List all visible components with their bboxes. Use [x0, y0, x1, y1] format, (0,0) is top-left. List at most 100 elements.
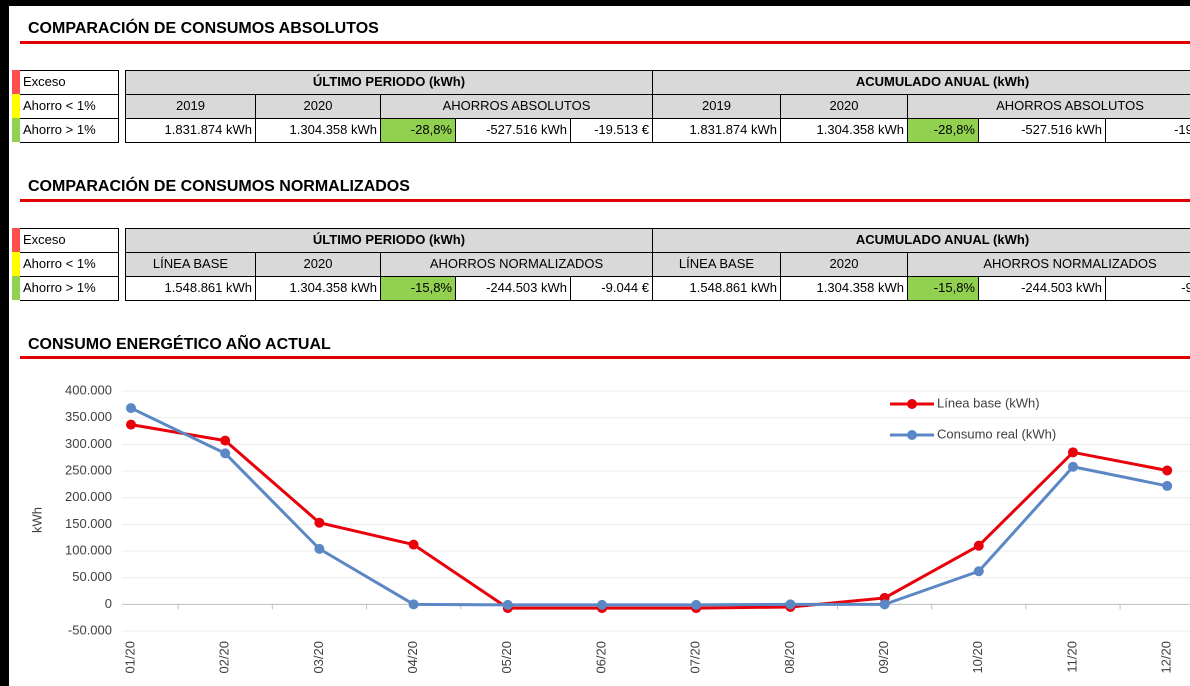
y-tick-label: 400.000 [65, 382, 112, 397]
legend-swatch [12, 252, 20, 276]
value-cell: -527.516 kWh [455, 118, 571, 143]
series-point [1162, 465, 1173, 476]
series-point [597, 599, 607, 610]
y-tick-label: 250.000 [65, 462, 112, 477]
legend-label: Ahorro < 1% [20, 252, 119, 277]
series-point [220, 435, 231, 446]
header-cell: ACUMULADO ANUAL (kWh) [652, 70, 1190, 95]
y-tick-label: -50.000 [68, 622, 112, 637]
y-tick-label: 0 [105, 596, 112, 611]
series-point [1068, 447, 1078, 458]
value-cell: 1.304.358 kWh [255, 118, 381, 143]
series-point [126, 419, 136, 430]
x-tick-label: 08/20 [782, 641, 797, 674]
series-point [408, 599, 419, 610]
x-tick-label: 02/20 [217, 641, 232, 674]
x-tick-label: 12/20 [1159, 641, 1174, 674]
legend-label: Ahorro > 1% [20, 276, 119, 301]
legend-swatch [12, 94, 20, 118]
series-point [1162, 480, 1173, 491]
header-cell: ÚLTIMO PERIODO (kWh) [125, 228, 653, 253]
value-cell: -19.513 € [1105, 118, 1190, 143]
header-cell: AHORROS NORMALIZADOS [380, 252, 653, 277]
section-title: COMPARACIÓN DE CONSUMOS NORMALIZADOS [28, 178, 410, 195]
header-cell: AHORROS ABSOLUTOS [380, 94, 653, 119]
series-point [785, 599, 796, 610]
header-cell: AHORROS ABSOLUTOS [907, 94, 1190, 119]
value-cell: -15,8% [907, 276, 979, 301]
series-line [130, 406, 1168, 607]
legend-swatch [12, 276, 20, 300]
value-cell: -15,8% [380, 276, 456, 301]
series-point [408, 539, 419, 550]
legend-marker [907, 430, 917, 440]
x-tick-label: 05/20 [499, 641, 514, 674]
x-tick-label: 01/20 [122, 641, 137, 674]
value-cell: -9.044 € [570, 276, 653, 301]
value-cell: 1.831.874 kWh [652, 118, 781, 143]
y-tick-label: 300.000 [65, 436, 112, 451]
header-cell: 2019 [125, 94, 256, 119]
x-tick-label: 11/20 [1064, 641, 1079, 673]
series-point [973, 540, 984, 551]
legend-label: Ahorro < 1% [20, 94, 119, 119]
series-point [1068, 461, 1078, 472]
legend-swatch [12, 228, 20, 252]
legend-label: Exceso [20, 70, 119, 95]
y-tick-label: 350.000 [65, 409, 112, 424]
header-cell: 2019 [652, 94, 781, 119]
header-cell: LÍNEA BASE [652, 252, 781, 277]
legend-swatch [12, 70, 20, 94]
value-cell: -28,8% [907, 118, 979, 143]
series-point [691, 599, 702, 610]
value-cell: -28,8% [380, 118, 456, 143]
legend-label: Consumo real (kWh) [937, 426, 1056, 441]
series-line [130, 423, 1168, 610]
series-point [314, 543, 325, 554]
value-cell: 1.548.861 kWh [652, 276, 781, 301]
legend-label: Exceso [20, 228, 119, 253]
value-cell: 1.304.358 kWh [780, 276, 908, 301]
value-cell: -244.503 kWh [978, 276, 1106, 301]
frame-left [0, 0, 9, 686]
header-cell: LÍNEA BASE [125, 252, 256, 277]
header-cell: AHORROS NORMALIZADOS [907, 252, 1190, 277]
value-cell: 1.304.358 kWh [780, 118, 908, 143]
x-tick-label: 07/20 [688, 641, 703, 674]
header-cell: 2020 [255, 94, 381, 119]
value-cell: -9.044 € [1105, 276, 1190, 301]
value-cell: -527.516 kWh [978, 118, 1106, 143]
series-point [973, 566, 984, 577]
legend-label: Línea base (kWh) [937, 395, 1040, 410]
value-cell: -19.513 € [570, 118, 653, 143]
y-tick-label: 100.000 [65, 542, 112, 557]
legend-label: Ahorro > 1% [20, 118, 119, 143]
x-tick-label: 09/20 [876, 641, 891, 674]
series-point [220, 448, 231, 459]
legend-swatch [12, 118, 20, 142]
y-tick-label: 150.000 [65, 516, 112, 531]
value-cell: 1.304.358 kWh [255, 276, 381, 301]
value-cell: -244.503 kWh [455, 276, 571, 301]
x-tick-label: 10/20 [970, 641, 985, 674]
header-cell: ACUMULADO ANUAL (kWh) [652, 228, 1190, 253]
y-tick-label: 50.000 [72, 569, 112, 584]
header-cell: ÚLTIMO PERIODO (kWh) [125, 70, 653, 95]
x-tick-label: 04/20 [405, 641, 420, 674]
series-point [314, 517, 325, 528]
title-rule [20, 356, 1190, 359]
series-point [879, 599, 890, 610]
y-tick-label: 200.000 [65, 489, 112, 504]
legend-marker [907, 399, 917, 409]
x-tick-label: 06/20 [593, 641, 608, 674]
chart-title: CONSUMO ENERGÉTICO AÑO ACTUAL [28, 336, 331, 353]
header-cell: 2020 [780, 252, 908, 277]
header-cell: 2020 [255, 252, 381, 277]
y-axis-label: kWh [29, 507, 44, 533]
series-point [126, 403, 136, 414]
x-tick-label: 03/20 [311, 641, 326, 674]
header-cell: 2020 [780, 94, 908, 119]
value-cell: 1.548.861 kWh [125, 276, 256, 301]
